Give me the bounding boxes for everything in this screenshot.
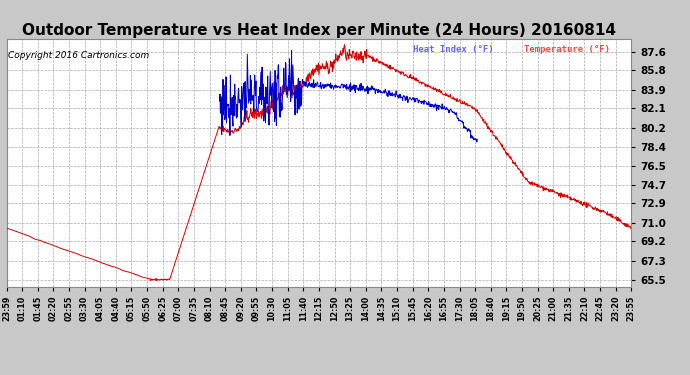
Title: Outdoor Temperature vs Heat Index per Minute (24 Hours) 20160814: Outdoor Temperature vs Heat Index per Mi… bbox=[22, 23, 616, 38]
Text: Copyright 2016 Cartronics.com: Copyright 2016 Cartronics.com bbox=[8, 51, 150, 60]
